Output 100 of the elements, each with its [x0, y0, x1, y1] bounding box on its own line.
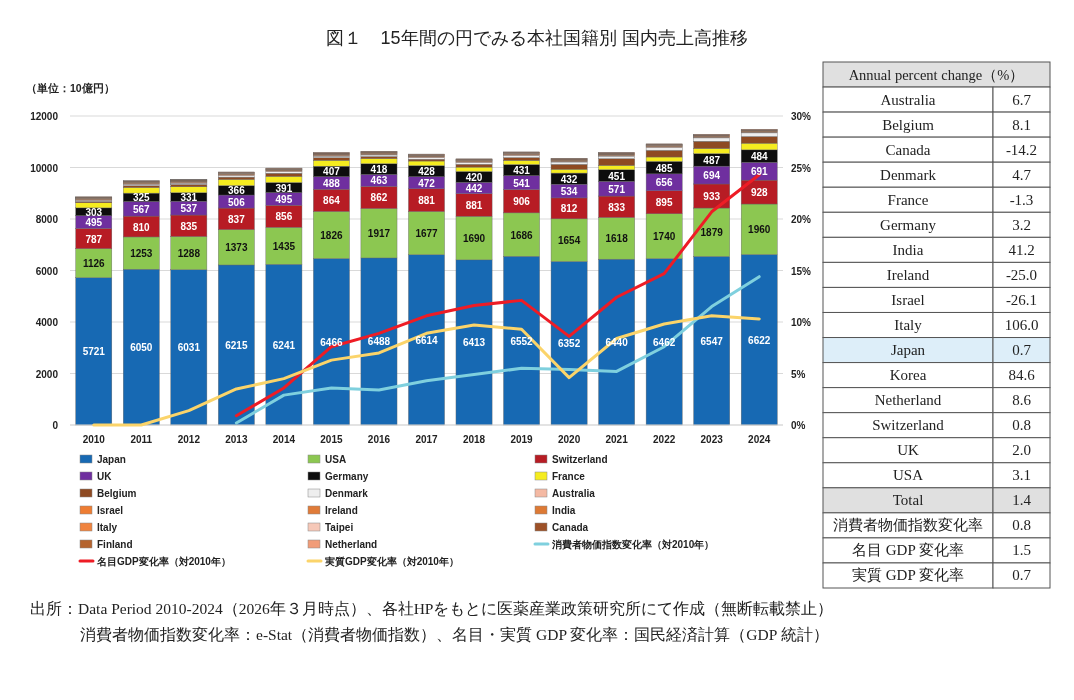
chart-title: 図１ 15年間の円でみる本社国籍別 国内売上高推移: [326, 28, 748, 48]
text: Annual percent change（%）: [848, 66, 1025, 83]
data-label: 495: [85, 217, 103, 229]
category-label: UK: [897, 442, 919, 459]
data-label: 488: [323, 177, 341, 189]
data-label: 485: [655, 162, 673, 174]
x-tick-label: 2010: [82, 434, 106, 445]
data-label: 391: [275, 182, 293, 194]
data-label: 6215: [225, 339, 248, 351]
category-label: Denmark: [880, 166, 937, 183]
data-label: 541: [513, 177, 531, 189]
y-tick-label: 8000: [35, 214, 59, 225]
data-label: 1654: [557, 235, 581, 247]
data-label: 833: [608, 201, 626, 213]
data-label: 694: [703, 170, 721, 182]
category-label: Belgium: [882, 116, 935, 133]
category-label: USA: [892, 467, 924, 484]
text: 消費者物価指数変化率：e-Stat（消費者物価指数）、名目・実質 GDP 変化率：国民経済計算（GDP 統計）: [80, 626, 829, 643]
data-label: 1826: [320, 229, 343, 241]
y-tick-label: 2000: [35, 368, 59, 380]
category-label: Ireland: [886, 266, 930, 283]
data-label: 567: [132, 203, 151, 215]
category-label: Korea: [889, 367, 927, 384]
text: 6.7: [1012, 91, 1031, 108]
data-label: 1288: [177, 248, 201, 260]
data-label: 856: [275, 211, 293, 223]
y-tick-label: 4000: [35, 317, 59, 328]
data-label: 787: [85, 233, 103, 245]
x-tick-label: 2017: [415, 434, 439, 445]
data-label: 1126: [82, 258, 106, 270]
x-tick-label: 2015: [320, 434, 343, 445]
data-label: 6488: [367, 336, 391, 348]
legend-label: Switzerland: [552, 453, 608, 465]
legend-label: Israel: [97, 504, 124, 516]
data-label: 864: [323, 195, 341, 207]
x-tick-label: 2016: [367, 434, 391, 445]
data-label: 862: [370, 192, 388, 204]
x-tick-label: 2018: [462, 434, 486, 445]
data-label: 928: [750, 187, 769, 199]
text: 106.0: [1004, 317, 1039, 333]
text: 8.1: [1012, 116, 1031, 133]
data-label: 6413: [462, 337, 486, 349]
legend-label: Denmark: [325, 487, 369, 499]
legend-label: Ireland: [325, 504, 358, 516]
data-label: 1686: [510, 229, 534, 241]
category-label: Israel: [891, 291, 925, 308]
y2-tick-label: 5%: [791, 368, 806, 380]
legend-label: Belgium: [97, 487, 137, 499]
data-label: 881: [465, 200, 483, 211]
data-label: 428: [418, 166, 436, 178]
y2-tick-label: 30%: [791, 111, 812, 122]
data-label: 1618: [605, 233, 629, 245]
x-tick-label: 2022: [653, 434, 676, 445]
data-label: 1373: [225, 242, 248, 254]
data-label: 487: [703, 154, 721, 166]
category-label: Australia: [880, 91, 936, 108]
legend-label: India: [552, 504, 576, 516]
data-label: 1879: [700, 227, 724, 239]
data-label: 5721: [82, 346, 106, 358]
data-label: 463: [370, 175, 388, 187]
legend-label: Germany: [325, 470, 369, 482]
y-tick-label: 12000: [30, 111, 59, 122]
category-label: Germany: [880, 216, 937, 233]
data-label: 691: [750, 166, 769, 178]
data-label: 442: [465, 182, 483, 194]
data-label: 1917: [367, 228, 391, 240]
text: 8.6: [1012, 392, 1031, 409]
category-label: Switzerland: [872, 417, 945, 434]
data-label: 472: [418, 177, 436, 189]
text: 0.7: [1012, 567, 1031, 584]
text: 41.2: [1008, 241, 1035, 258]
data-label: 6031: [177, 342, 201, 354]
data-label: 6050: [130, 342, 153, 354]
data-label: 1690: [462, 233, 486, 245]
data-label: 1960: [748, 224, 771, 236]
data-label: 407: [323, 166, 341, 178]
x-tick-label: 2013: [225, 434, 248, 445]
category-label: France: [887, 191, 929, 208]
data-label: 837: [228, 213, 246, 225]
data-label: 366: [228, 185, 246, 197]
x-tick-label: 2024: [748, 434, 771, 445]
data-label: 906: [513, 196, 531, 208]
legend-label: Netherland: [325, 538, 378, 550]
category-label: 消費者物価指数変化率: [833, 517, 983, 534]
x-tick-label: 2023: [700, 434, 724, 445]
y-tick-label: 10000: [30, 162, 59, 174]
data-label: 835: [180, 220, 198, 232]
y2-tick-label: 15%: [791, 265, 812, 277]
category-label: 実質 GDP 変化率: [852, 567, 964, 584]
data-label: 6466: [320, 336, 343, 348]
category-label: Netherland: [874, 392, 942, 409]
data-label: 431: [513, 165, 531, 177]
data-label: 1253: [130, 248, 153, 260]
category-label: 名目 GDP 変化率: [852, 542, 964, 559]
legend-label: 実質GDP変化率（対2010年）: [324, 555, 459, 568]
y-tick-label: 0: [52, 420, 59, 431]
x-tick-label: 2021: [605, 434, 629, 445]
legend-label: 消費者物価指数変化率（対2010年）: [551, 538, 715, 550]
data-label: 6614: [415, 334, 439, 346]
data-label: 6462: [653, 336, 676, 348]
